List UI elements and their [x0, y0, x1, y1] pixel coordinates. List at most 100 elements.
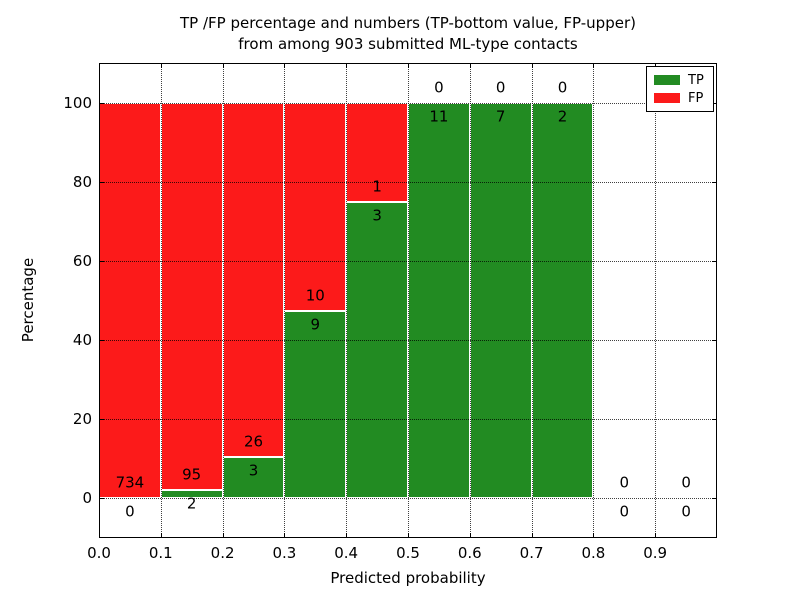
bar-segment-fp [160, 102, 223, 491]
x-tick-label: 0.6 [457, 544, 482, 562]
tp-count-label: 9 [310, 315, 321, 334]
fp-count-label: 0 [681, 473, 691, 492]
bar-segment-fp [99, 102, 161, 499]
y-tick-label: 40 [72, 331, 92, 350]
legend-row-tp: TP [654, 74, 713, 87]
x-tickmark [284, 533, 286, 538]
tp-count-label: 3 [372, 206, 382, 225]
x-tickmark [99, 63, 100, 68]
y-tickmark [99, 498, 104, 500]
x-tickmark [408, 533, 409, 538]
gridline-vertical [469, 63, 471, 538]
gridline-vertical [531, 63, 533, 538]
fp-count-label: 0 [557, 78, 568, 97]
y-tick-label: 100 [63, 93, 92, 112]
y-tickmark [99, 260, 104, 262]
gridline-vertical [284, 63, 286, 538]
bar-segment-fp [346, 102, 408, 202]
x-tickmark [531, 533, 533, 538]
y-tickmark [99, 102, 104, 104]
x-tick-label: 0.5 [396, 544, 420, 562]
tp-count-label: 3 [248, 461, 259, 480]
y-tickmark [712, 498, 717, 500]
fp-count-label: 0 [619, 473, 630, 492]
x-tickmark [593, 533, 595, 538]
x-tick-label: 0.2 [210, 544, 235, 562]
legend-fp-swatch-icon [654, 93, 680, 103]
legend-tp-swatch-icon [654, 75, 680, 85]
fp-count-label: 0 [434, 78, 444, 97]
tp-count-label: 0 [681, 502, 691, 521]
bar-segment-tp [346, 201, 408, 499]
fp-count-label: 10 [305, 286, 325, 305]
tp-count-label: 0 [125, 502, 135, 521]
gridline-vertical [593, 63, 595, 538]
legend-row-fp: FP [654, 92, 713, 105]
tp-count-label: 7 [495, 107, 506, 126]
bar-segment-fp [222, 102, 285, 458]
bar-segment-tp [284, 310, 347, 499]
fp-count-label: 734 [115, 473, 145, 492]
gridline-vertical [655, 63, 657, 538]
x-tickmark [222, 533, 224, 538]
y-tickmark [99, 340, 104, 342]
y-tickmark [99, 419, 104, 421]
x-tickmark [222, 63, 224, 68]
fp-count-label: 95 [182, 465, 202, 484]
x-tickmark [531, 63, 533, 68]
x-tickmark [593, 63, 595, 68]
x-tickmark [469, 63, 471, 68]
gridline-vertical [408, 63, 409, 538]
bar-segment-tp [469, 102, 532, 499]
y-tick-label: 80 [72, 172, 92, 191]
y-tick-label: 0 [82, 489, 92, 508]
fp-count-label: 26 [243, 432, 264, 451]
tp-count-label: 2 [186, 494, 197, 513]
x-tick-label: 0.0 [87, 544, 111, 562]
legend-fp-label: FP [688, 90, 704, 106]
x-tickmark [408, 63, 409, 68]
gridline-vertical [160, 63, 162, 538]
legend: TP FP [646, 66, 714, 112]
fp-count-label: 0 [495, 78, 506, 97]
x-tick-label: 0.1 [148, 544, 173, 562]
x-tickmark [160, 533, 162, 538]
x-tickmark [99, 533, 100, 538]
y-tick-label: 20 [72, 410, 92, 429]
gridline-vertical [346, 63, 348, 538]
x-tick-label: 0.7 [519, 544, 544, 562]
tp-count-label: 11 [429, 107, 449, 126]
bar-segment-fp [284, 102, 347, 311]
x-tickmark [655, 533, 657, 538]
x-tickmark [346, 63, 348, 68]
chart-title: TP /FP percentage and numbers (TP-bottom… [99, 13, 717, 55]
x-tickmark [284, 63, 286, 68]
chart-title-line2: from among 903 submitted ML-type contact… [238, 35, 578, 53]
y-tickmark [712, 102, 717, 104]
y-axis-label: Percentage [19, 257, 37, 343]
y-tickmark [99, 181, 104, 183]
x-tick-label: 0.4 [334, 544, 359, 562]
x-tick-label: 0.9 [643, 544, 668, 562]
y-tick-label: 60 [72, 251, 92, 270]
gridline-vertical [222, 63, 224, 538]
plot-area: 734 0 95 2 26 3 10 9 1 3 0 11 0 7 0 2 0 0 0 0 [99, 63, 717, 538]
x-tickmark [655, 63, 657, 68]
fp-count-label: 1 [372, 177, 382, 196]
x-tickmark [346, 533, 348, 538]
legend-tp-label: TP [688, 72, 704, 88]
y-tickmark [712, 419, 717, 421]
tp-count-label: 2 [557, 107, 568, 126]
bar-segment-tp [408, 102, 470, 499]
bar-segment-tp [222, 457, 285, 499]
y-tickmark [712, 181, 717, 183]
x-axis-label: Predicted probability [330, 569, 486, 587]
x-tickmark [160, 63, 162, 68]
x-tick-label: 0.8 [581, 544, 606, 562]
x-tickmark [469, 533, 471, 538]
x-tick-label: 0.3 [272, 544, 297, 562]
y-tickmark [712, 260, 717, 262]
tp-count-label: 0 [619, 502, 630, 521]
y-tickmark [712, 340, 717, 342]
